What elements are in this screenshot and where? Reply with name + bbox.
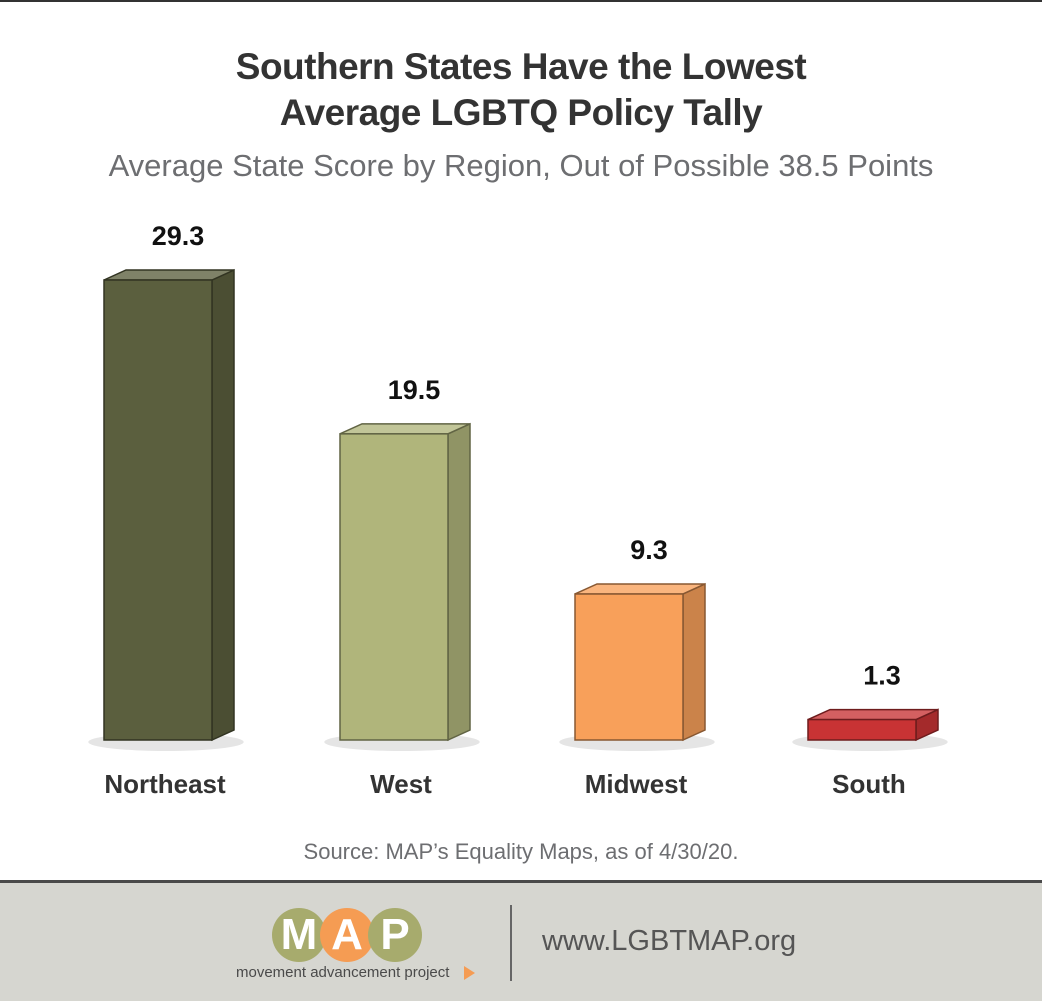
category-label-midwest: Midwest [585,769,688,799]
bar-top-west [339,423,471,435]
category-label-south: South [832,769,906,799]
value-label-midwest: 9.3 [630,535,668,565]
chart-title: Southern States Have the Lowest Average … [0,44,1042,136]
bar-top-south [807,708,939,721]
logo-tagline: movement advancement project [236,964,450,981]
logo-letter-m: M [272,908,326,962]
play-arrow-icon [464,966,475,980]
chart-title-line-2: Average LGBTQ Policy Tally [279,92,763,133]
category-label-northeast: Northeast [104,769,226,799]
value-label-west: 19.5 [388,375,441,405]
bar-side-west [447,422,471,742]
map-logo[interactable]: M A P movement advancement project [236,908,481,983]
footer-bar: M A P movement advancement project www.L… [0,880,1042,1001]
top-rule [0,0,1042,2]
value-label-south: 1.3 [863,661,901,691]
logo-letter-a: A [320,908,374,962]
bar-midwest [574,593,684,741]
bar-top-midwest [574,583,706,595]
bar-west [339,433,449,741]
website-link[interactable]: www.LGBTMAP.org [542,925,797,957]
logo-letters: M A P [272,908,422,962]
bar-south [807,718,917,741]
category-label-west: West [370,769,432,799]
footer-divider [510,905,512,981]
source-note: Source: MAP’s Equality Maps, as of 4/30/… [303,839,739,864]
bar-northeast [103,279,213,741]
bar-side-midwest [682,582,706,742]
bar-top-northeast [103,269,235,281]
chart-subtitle: Average State Score by Region, Out of Po… [108,148,934,183]
value-label-northeast: 29.3 [152,221,205,251]
logo-letter-p: P [368,908,422,962]
bar-side-northeast [211,268,235,742]
bar-chart: 29.3 Northeast 19.5 West 9.3 Midwest 1.3 South [88,221,948,799]
chart-title-line-1: Southern States Have the Lowest [235,46,807,87]
